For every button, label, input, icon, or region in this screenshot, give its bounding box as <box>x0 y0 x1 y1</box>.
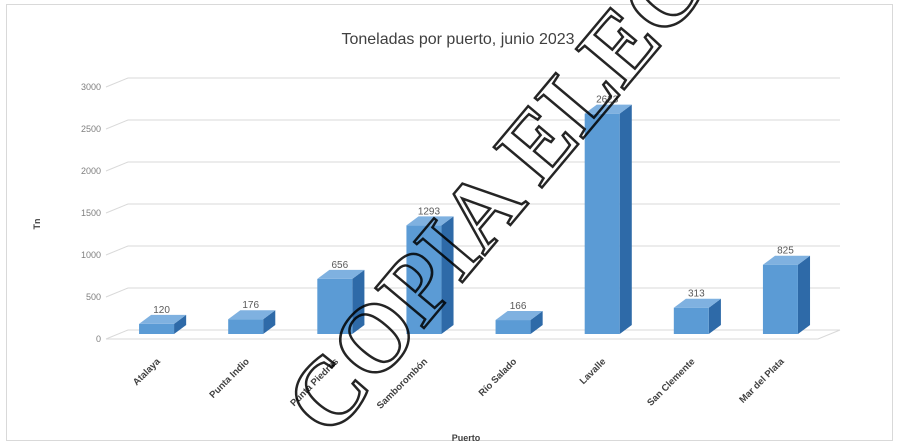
bar-side <box>352 269 365 334</box>
category-label: San Clemente <box>645 356 697 408</box>
bar-side <box>263 310 276 334</box>
bar-side <box>619 104 632 334</box>
data-label: 2623 <box>596 95 619 106</box>
y-axis-title: Tn <box>32 219 42 230</box>
bar-side <box>174 314 187 334</box>
bar-side <box>708 298 721 334</box>
bar-side <box>530 311 543 334</box>
category-label: Atalaya <box>131 356 163 388</box>
bar-front <box>228 319 264 334</box>
bar-front <box>495 320 531 334</box>
bar-top <box>762 255 811 265</box>
data-label: 313 <box>688 289 705 300</box>
bar-front <box>406 225 442 334</box>
x-axis-title: Puerto <box>452 433 481 443</box>
bar-top <box>495 311 543 321</box>
bar-top <box>406 216 454 226</box>
bar <box>584 104 632 334</box>
x-tick-labels: Atalaya Punta Indio Punta Piedras Samboromb… <box>131 356 787 412</box>
data-label: 1293 <box>418 206 441 217</box>
bar <box>495 311 543 334</box>
bar-top <box>317 269 365 279</box>
bar <box>317 269 365 334</box>
category-label: Mar del Plata <box>737 356 787 406</box>
data-label: 656 <box>331 260 348 271</box>
bar-front <box>317 278 353 334</box>
gridline <box>105 119 840 130</box>
gridline <box>105 329 840 340</box>
category-label: Lavalle <box>578 356 609 387</box>
bar <box>406 216 454 334</box>
bar <box>139 314 187 334</box>
bar <box>228 310 276 334</box>
value-labels: 120 176 656 1293 166 2623 313 825 <box>153 95 794 316</box>
data-label: 120 <box>153 305 170 316</box>
floor-edge <box>106 329 841 340</box>
chart-title: Toneladas por puerto, junio 2023 <box>341 31 574 48</box>
y-tick-label: 1000 <box>81 250 101 260</box>
gridline <box>105 77 840 88</box>
bar <box>673 298 721 334</box>
category-label: Punta Indio <box>207 356 251 400</box>
chart-floor <box>106 329 841 340</box>
y-tick-label: 2500 <box>81 124 101 134</box>
bar-side <box>441 216 454 334</box>
bar-side <box>797 255 811 334</box>
y-tick-label: 500 <box>86 292 101 302</box>
bar-front <box>139 323 175 334</box>
bar-top <box>139 314 187 324</box>
data-label: 825 <box>777 246 794 257</box>
bar <box>762 255 811 334</box>
data-label: 176 <box>242 300 259 311</box>
bar-front <box>584 113 620 334</box>
y-tick-label: 0 <box>96 334 101 344</box>
y-tick-label: 3000 <box>81 82 101 92</box>
bar-top <box>228 310 276 320</box>
y-tick-label: 1500 <box>81 208 101 218</box>
data-label: 166 <box>510 301 527 312</box>
y-tick-labels: 0 500 1000 1500 2000 2500 3000 <box>81 82 101 344</box>
bar-top <box>584 104 632 114</box>
bar-front <box>762 264 798 334</box>
category-label: Río Salado <box>477 356 520 399</box>
y-tick-label: 2000 <box>81 166 101 176</box>
bars <box>139 104 811 334</box>
bar-top <box>673 298 721 308</box>
bar-front <box>673 307 709 334</box>
